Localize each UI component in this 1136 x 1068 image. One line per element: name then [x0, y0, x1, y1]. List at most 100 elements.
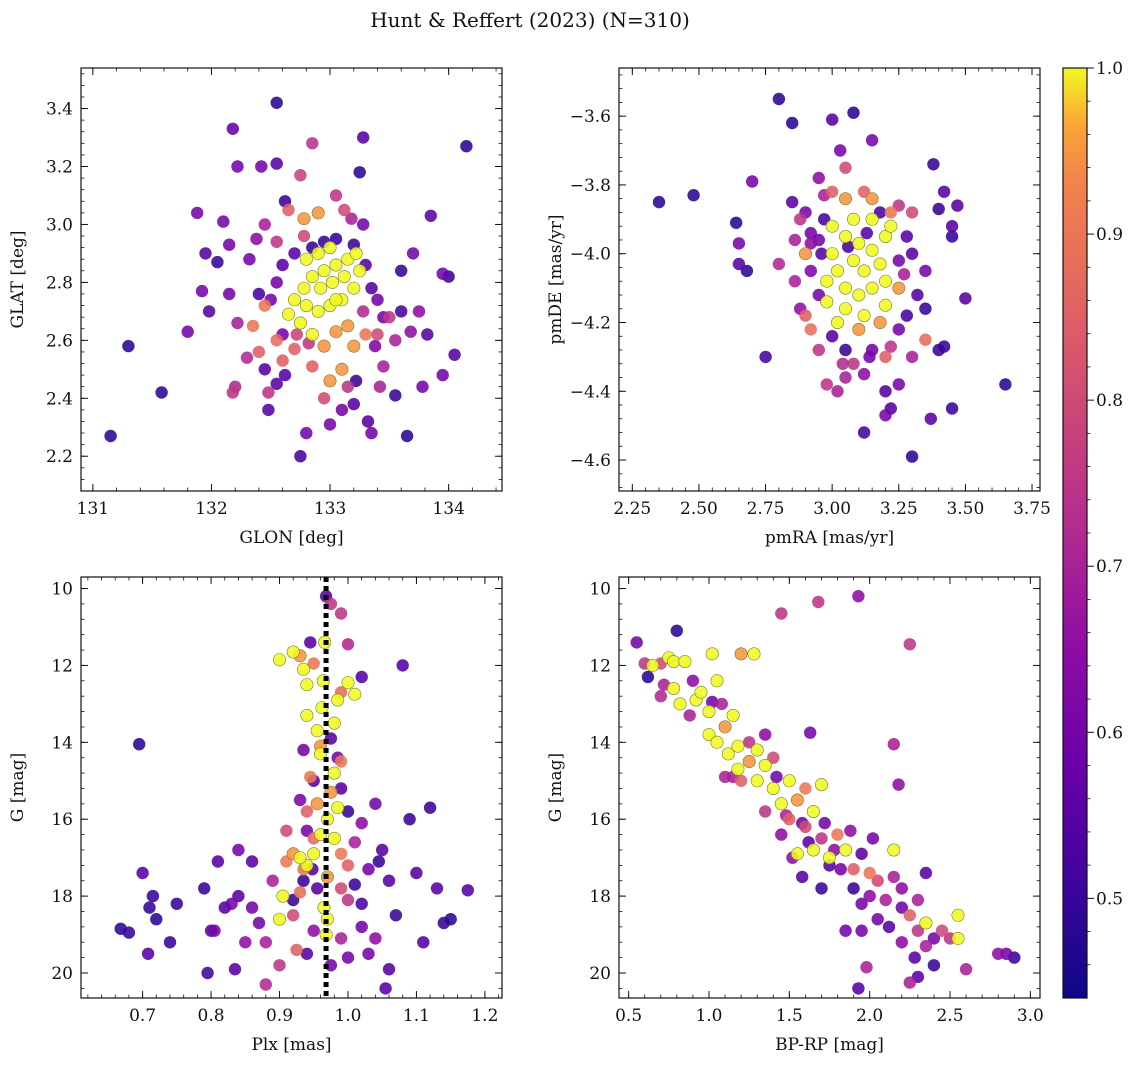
data-point — [306, 137, 319, 150]
data-point — [368, 339, 382, 353]
data-point — [796, 870, 809, 884]
data-point — [311, 246, 325, 260]
data-point — [299, 252, 313, 266]
data-point — [673, 697, 687, 711]
x-tick-label: 3.25 — [880, 499, 918, 519]
data-point — [223, 287, 236, 301]
data-point — [258, 363, 271, 376]
data-point — [355, 670, 368, 684]
data-point — [775, 828, 788, 841]
data-point — [887, 843, 901, 857]
data-point — [937, 185, 951, 198]
data-point — [732, 257, 746, 271]
points-group — [104, 96, 473, 463]
x-axis-label: pmRA [mas/yr] — [765, 528, 894, 548]
data-point — [337, 270, 351, 284]
data-point — [201, 966, 214, 980]
data-point — [310, 797, 324, 811]
data-point — [694, 685, 708, 699]
x-axis-label: BP-RP [mag] — [775, 1035, 884, 1055]
data-point — [903, 976, 916, 989]
points-group — [114, 590, 474, 995]
y-tick-label: 2.4 — [46, 389, 73, 409]
data-point — [782, 774, 796, 788]
data-point — [258, 299, 271, 312]
y-axis-label: pmDE [mas/yr] — [546, 214, 566, 344]
data-point — [304, 770, 317, 784]
data-point — [838, 230, 852, 244]
data-point — [239, 936, 252, 949]
data-point — [348, 836, 361, 849]
data-point — [903, 909, 916, 922]
data-point — [325, 275, 339, 289]
data-point — [245, 901, 259, 914]
data-point — [767, 751, 780, 764]
data-point — [879, 409, 892, 422]
data-point — [730, 216, 743, 229]
data-point — [341, 676, 355, 690]
data-point — [290, 328, 303, 341]
data-point — [992, 947, 1005, 960]
y-tick-label: 3.4 — [46, 100, 73, 120]
data-point — [223, 238, 236, 251]
data-point — [630, 636, 643, 649]
x-tick-label: 2.25 — [613, 499, 651, 519]
data-point — [276, 354, 289, 367]
data-point — [255, 160, 268, 173]
data-point — [903, 638, 916, 651]
data-point — [750, 743, 764, 757]
x-tick-label: 3.50 — [946, 499, 984, 519]
data-point — [294, 450, 307, 463]
data-point — [334, 847, 348, 860]
data-point — [919, 916, 933, 930]
data-point — [834, 144, 847, 157]
x-tick-label: 1.0 — [695, 1006, 722, 1026]
data-point — [951, 199, 964, 212]
data-point — [317, 264, 331, 278]
data-point — [927, 959, 941, 972]
data-point — [836, 357, 849, 370]
data-point — [839, 343, 852, 357]
data-point — [919, 866, 933, 880]
data-point — [774, 797, 788, 811]
y-tick-label: 16 — [589, 810, 611, 830]
x-tick-label: 134 — [432, 499, 464, 519]
data-point — [359, 328, 372, 341]
data-point — [705, 647, 719, 661]
data-point — [820, 274, 834, 288]
x-tick-label: 2.5 — [936, 1006, 963, 1026]
data-point — [905, 450, 919, 463]
data-point — [421, 328, 434, 341]
data-point — [842, 240, 855, 253]
data-point — [310, 724, 324, 738]
data-point — [652, 195, 666, 209]
data-point — [919, 302, 932, 315]
data-point — [341, 893, 355, 907]
data-point — [300, 947, 314, 960]
data-point — [437, 916, 450, 930]
data-point — [317, 339, 331, 353]
data-point — [382, 874, 396, 887]
data-point — [281, 307, 295, 321]
data-point — [794, 213, 807, 226]
data-point — [895, 936, 908, 949]
y-tick-label: 14 — [51, 733, 73, 753]
x-tick-label: 0.5 — [615, 1006, 642, 1026]
data-point — [646, 658, 660, 672]
data-point — [857, 309, 871, 323]
y-tick-label: 3.0 — [46, 215, 73, 235]
data-point — [323, 418, 337, 431]
data-point — [335, 403, 349, 417]
data-point — [834, 863, 847, 876]
data-point — [826, 330, 839, 343]
data-point — [815, 882, 828, 895]
data-point — [436, 368, 449, 382]
data-point — [863, 350, 876, 364]
colorbar-tick-label: 0.7 — [1096, 557, 1123, 577]
data-point — [395, 264, 408, 277]
data-point — [191, 206, 204, 220]
panel-plx-g: 0.7 0.8 0.9 1.0 1.1 1.2 10 12 14 16 18 20 Plx [mas] G… — [8, 576, 503, 1055]
data-point — [436, 267, 449, 280]
data-point — [721, 747, 735, 761]
y-axis-label: GLAT [deg] — [8, 230, 28, 328]
